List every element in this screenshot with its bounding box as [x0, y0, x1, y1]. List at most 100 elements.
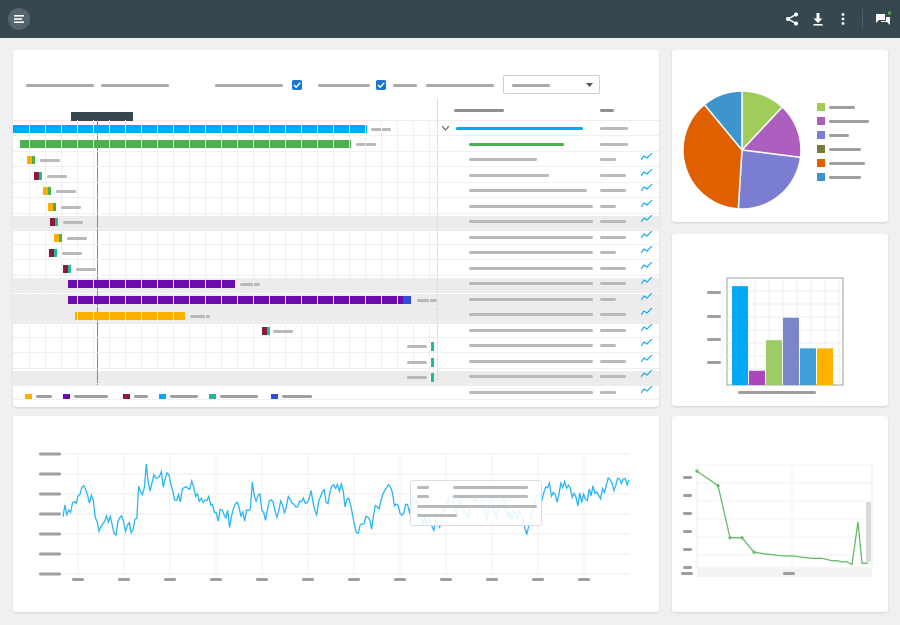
trend-sparkline-icon[interactable]	[641, 184, 653, 192]
gantt-task-segment[interactable]	[50, 218, 55, 226]
gantt-task-segment	[32, 156, 35, 164]
scrollbar[interactable]	[866, 502, 871, 562]
tick-label	[683, 566, 692, 569]
filter-label	[26, 84, 94, 87]
trend-sparkline-icon[interactable]	[641, 277, 653, 285]
share-icon[interactable]	[784, 11, 800, 27]
grid-line	[189, 120, 190, 385]
grid-line	[13, 274, 659, 276]
bar	[783, 317, 799, 385]
toolbar-divider	[862, 9, 863, 29]
placeholder-text	[40, 159, 60, 162]
gantt-task-segment[interactable]	[63, 264, 68, 273]
legend-label	[282, 395, 312, 398]
trend-sparkline-icon[interactable]	[641, 230, 653, 239]
trend-sparkline-icon[interactable]	[641, 153, 653, 161]
legend-swatch	[209, 394, 216, 399]
more-vertical-icon[interactable]	[835, 11, 851, 27]
trend-sparkline-icon[interactable]	[641, 292, 653, 301]
gantt-bar[interactable]	[75, 312, 185, 320]
placeholder-text	[469, 235, 593, 239]
filter-label	[318, 84, 370, 87]
gantt-task-segment[interactable]	[48, 202, 53, 211]
gantt-task-segment	[68, 264, 71, 273]
tick-label	[118, 578, 130, 581]
tick-label	[39, 472, 61, 476]
trend-sparkline-icon[interactable]	[641, 354, 653, 363]
gantt-task-segment[interactable]	[54, 233, 59, 242]
filter-checkbox[interactable]	[292, 80, 302, 90]
placeholder-text	[469, 313, 593, 316]
filter-checkbox[interactable]	[376, 80, 386, 90]
legend-label	[829, 176, 861, 179]
chat-icon[interactable]	[874, 11, 892, 27]
trend-sparkline-icon[interactable]	[641, 323, 653, 332]
dropdown-select[interactable]	[503, 75, 600, 94]
legend-label	[829, 120, 869, 123]
placeholder-text	[600, 359, 626, 363]
placeholder-text	[600, 173, 626, 177]
download-icon[interactable]	[810, 11, 826, 27]
tick-label	[707, 338, 721, 341]
gantt-milestone	[431, 358, 434, 367]
trend-sparkline-icon[interactable]	[641, 385, 653, 394]
bar	[766, 340, 782, 385]
legend-label	[829, 134, 849, 137]
placeholder-text	[600, 390, 616, 394]
chart-tooltip	[410, 480, 542, 526]
gantt-bar[interactable]	[68, 280, 235, 288]
legend-swatch	[271, 394, 278, 399]
plot-area	[696, 464, 873, 569]
tick-label	[39, 552, 61, 556]
gantt-task-segment[interactable]	[262, 327, 267, 335]
trend-sparkline-icon[interactable]	[641, 308, 653, 316]
grid-line	[13, 197, 659, 198]
placeholder-text	[600, 251, 616, 254]
placeholder-text	[62, 252, 82, 255]
bar	[732, 286, 748, 385]
legend-swatch	[817, 145, 825, 153]
placeholder-text	[273, 330, 293, 333]
placeholder-text	[600, 328, 626, 332]
legend-label	[134, 395, 148, 398]
tick-label	[72, 578, 84, 581]
gantt-task-segment[interactable]	[27, 156, 32, 164]
grid-line	[125, 120, 126, 385]
line-chart	[39, 452, 630, 581]
gantt-chart	[13, 98, 659, 400]
grid-line	[13, 321, 659, 322]
data-point	[716, 484, 720, 488]
chevron-down-icon[interactable]	[442, 126, 449, 131]
tick-label	[683, 494, 692, 497]
grid-line	[317, 120, 318, 385]
tick-label	[707, 315, 721, 318]
tick-label	[39, 492, 61, 496]
menu-icon[interactable]	[8, 8, 30, 30]
chevron-down-icon	[586, 83, 593, 87]
gantt-task-segment[interactable]	[34, 171, 39, 180]
legend-label	[74, 395, 108, 398]
bar	[800, 348, 816, 385]
gantt-task-segment[interactable]	[49, 249, 54, 257]
gantt-milestone	[431, 342, 434, 351]
tick-label	[39, 532, 61, 536]
gantt-bar[interactable]	[20, 140, 351, 148]
grid-line	[45, 120, 46, 385]
placeholder-text	[469, 282, 593, 285]
gantt-task-segment[interactable]	[43, 187, 48, 195]
grid-line	[61, 120, 62, 385]
bar-card	[672, 234, 888, 406]
trend-sparkline-icon[interactable]	[641, 261, 653, 270]
trend-sparkline-icon[interactable]	[641, 246, 653, 254]
gantt-bar[interactable]	[13, 125, 367, 133]
tick-label	[683, 512, 692, 515]
trend-sparkline-icon[interactable]	[641, 168, 653, 177]
gantt-bar[interactable]	[68, 296, 403, 304]
placeholder-text	[63, 221, 83, 224]
trend-sparkline-icon[interactable]	[641, 339, 653, 347]
placeholder-text	[600, 158, 616, 161]
trend-sparkline-icon[interactable]	[641, 215, 653, 223]
grid-line	[13, 336, 659, 338]
trend-sparkline-icon[interactable]	[641, 199, 653, 208]
trend-sparkline-icon[interactable]	[641, 370, 653, 378]
